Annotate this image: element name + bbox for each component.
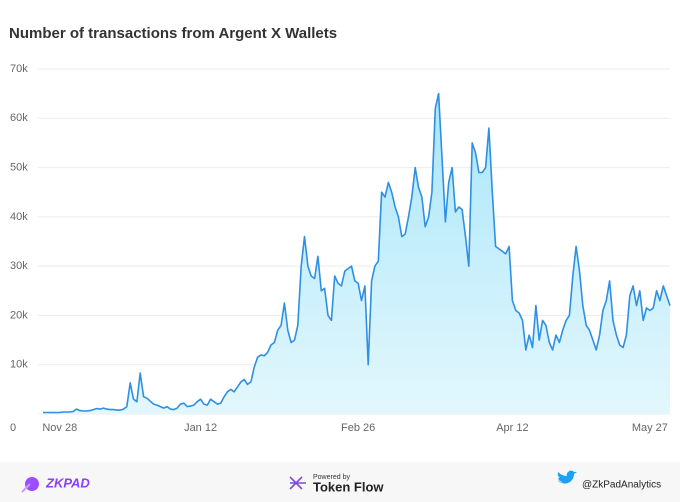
chart-title: Number of transactions from Argent X Wal… [9,25,337,42]
y-tick-label: 70k [10,63,28,75]
plot: 0 10k 20k 30k 40k 50k 60k 70k Nov 28 Jan 12 Feb 26… [10,63,671,434]
y-tick-label: 20k [10,309,28,321]
twitter-handle: @ZkPadAnalytics [557,470,661,491]
brand: ZKPAD [45,475,90,490]
twitter-icon [557,470,577,484]
handle: @ZkPadAnalytics [582,480,661,491]
x-tick-label: Nov 28 [42,422,77,434]
area [43,93,670,414]
y-tick-label: 60k [10,112,28,124]
powered-by: Powered by [313,474,350,481]
x-tick-label: May 27 [632,422,668,434]
zkpad-logo: ZKPAD [21,475,90,493]
token-flow-logo: Powered by Token Flow [289,474,384,494]
x-tick-label: Apr 12 [496,422,528,434]
provider-icon [289,476,306,490]
y-tick-label: 0 [10,422,16,434]
provider: Token Flow [313,479,384,494]
y-tick-label: 30k [10,260,28,272]
line [43,92,671,414]
y-tick-label: 10k [10,359,28,371]
x-tick-label: Jan 12 [184,422,217,434]
logo-trail [21,483,31,493]
y-tick-label: 40k [10,211,28,223]
x-tick-label: Feb 26 [341,422,375,434]
y-tick-label: 50k [10,161,28,173]
logo-icon [25,477,39,491]
